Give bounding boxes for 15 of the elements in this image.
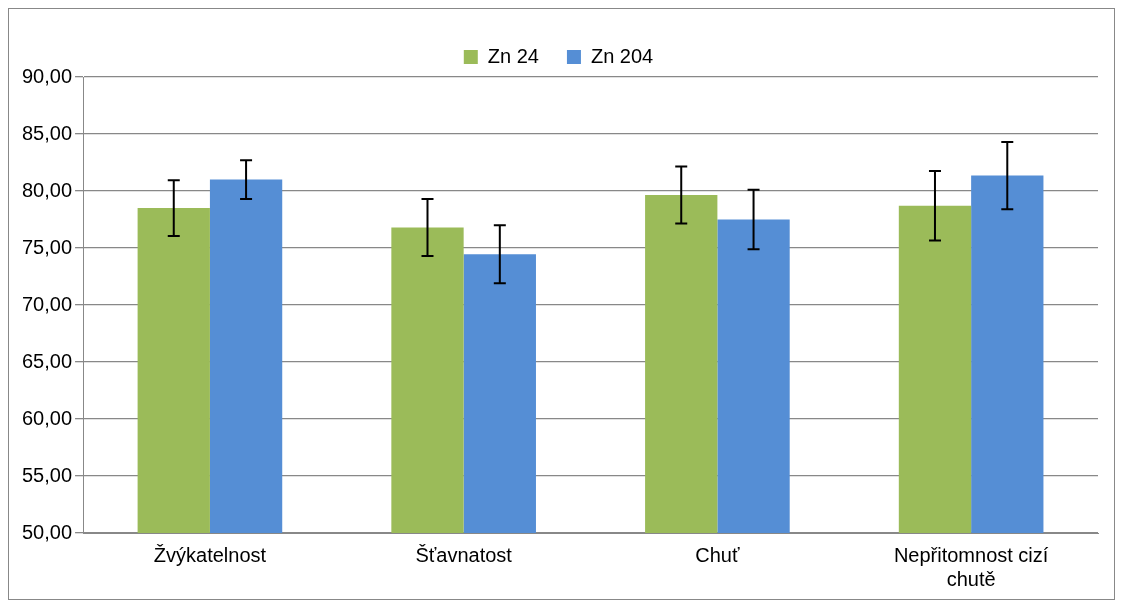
x-tick-label: Šťavnatost: [415, 543, 513, 566]
x-tick-label: Chuť: [695, 543, 740, 566]
y-tick-label: 60,00: [21, 406, 73, 429]
y-tick-label: 75,00: [21, 235, 73, 258]
y-tick-label: 50,00: [21, 520, 73, 543]
x-tick-label: Nepřitomnost cizí chutě: [893, 543, 1049, 590]
y-tick-label: 90,00: [21, 64, 73, 87]
y-tick-label: 70,00: [21, 292, 73, 315]
y-tick-label: 65,00: [21, 349, 73, 372]
y-tick-label: 85,00: [21, 121, 73, 144]
y-tick-label: 80,00: [21, 178, 73, 201]
y-tick-label: 55,00: [21, 463, 73, 486]
x-tick-label: Žvýkatelnost: [153, 543, 267, 566]
legend-label: Zn 204: [590, 44, 654, 67]
legend-label: Zn 24: [487, 44, 539, 67]
